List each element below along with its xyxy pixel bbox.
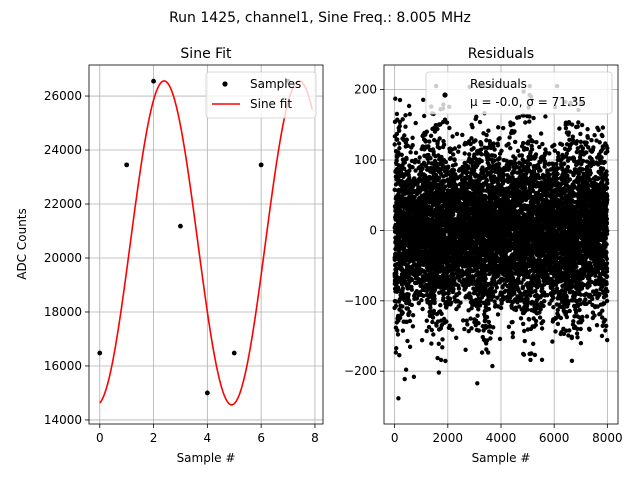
sine-fit-legend: Samples Sine fit [205, 71, 317, 119]
residuals-xtick-label-3: 6000 [539, 431, 570, 445]
sample-point-3 [178, 223, 183, 229]
sine-fit-ytick-label-0: 14000 [44, 413, 82, 427]
legend-samples-label: Samples [250, 77, 301, 91]
sine-fit-ytick-label-6: 26000 [44, 89, 82, 103]
sine-fit-xtick-label-4: 8 [311, 431, 319, 445]
legend-residuals-stats: μ = -0.0, σ = 71.35 [470, 95, 586, 109]
residuals-panel: Residuals 0 2000 4000 6000 8000 −200 −100 0 100 2… [344, 46, 623, 465]
sine-fit-axes-frame [88, 64, 324, 425]
figure-suptitle: Run 1425, channel1, Sine Freq.: 8.005 MH… [169, 10, 471, 26]
sine-fit-ytick-label-3: 20000 [44, 251, 82, 265]
legend-residuals-marker [442, 92, 448, 98]
sine-fit-ytick-label-4: 22000 [44, 197, 82, 211]
sample-point-6 [258, 162, 264, 168]
sample-point-4 [204, 390, 210, 396]
legend-sine-fit-label: Sine fit [250, 97, 292, 111]
residuals-ytick-label-4: 200 [354, 83, 377, 97]
sine-fit-ticks: 0 2 4 6 8 14000 16000 18000 20000 22000 24000 26000 [44, 89, 319, 445]
residuals-ytick-label-0: −200 [344, 364, 377, 378]
sine-fit-xtick-label-0: 0 [96, 431, 104, 445]
residuals-title: Residuals [468, 46, 534, 62]
residuals-xlabel: Sample # [472, 451, 531, 465]
residuals-legend: Residuals μ = -0.0, σ = 71.35 [425, 71, 613, 115]
residuals-xtick-label-4: 8000 [592, 431, 623, 445]
sine-fit-xtick-label-3: 6 [257, 431, 265, 445]
sine-fit-xlabel: Sample # [177, 451, 236, 465]
residual-points [392, 83, 610, 401]
sine-fit-ytick-label-1: 16000 [44, 359, 82, 373]
sine-fit-line [99, 80, 314, 406]
residuals-xtick-label-2: 4000 [486, 431, 517, 445]
residuals-series [392, 83, 610, 401]
sample-point-0 [97, 350, 103, 356]
sine-fit-panel: Sine Fit 0 2 4 6 8 14000 16000 18000 20000 22000 2… [15, 46, 324, 465]
sine-fit-ylabel: ADC Counts [15, 208, 29, 280]
residuals-ticks: 0 2000 4000 6000 8000 −200 −100 0 100 200 [344, 83, 623, 445]
legend-samples-marker [222, 81, 228, 87]
residuals-ytick-label-2: 0 [369, 223, 377, 237]
sample-point-2 [151, 78, 156, 84]
sine-fit-title: Sine Fit [180, 46, 232, 62]
residuals-ytick-label-3: 100 [354, 153, 377, 167]
residuals-xtick-label-0: 0 [391, 431, 399, 445]
sample-point-5 [231, 350, 237, 356]
sine-fit-series [99, 80, 314, 406]
sine-fit-ytick-label-2: 18000 [44, 305, 82, 319]
sine-fit-grid [89, 65, 323, 424]
sine-fit-ytick-label-5: 24000 [44, 143, 82, 157]
residuals-xtick-label-1: 2000 [433, 431, 464, 445]
residuals-ytick-label-1: −100 [344, 294, 377, 308]
sample-point-1 [124, 162, 130, 168]
residuals-legend-box [425, 71, 613, 115]
sine-fit-legend-box [205, 71, 317, 119]
sine-fit-xtick-label-2: 4 [204, 431, 212, 445]
sine-fit-xtick-label-1: 2 [150, 431, 158, 445]
legend-residuals-label: Residuals [470, 77, 527, 91]
